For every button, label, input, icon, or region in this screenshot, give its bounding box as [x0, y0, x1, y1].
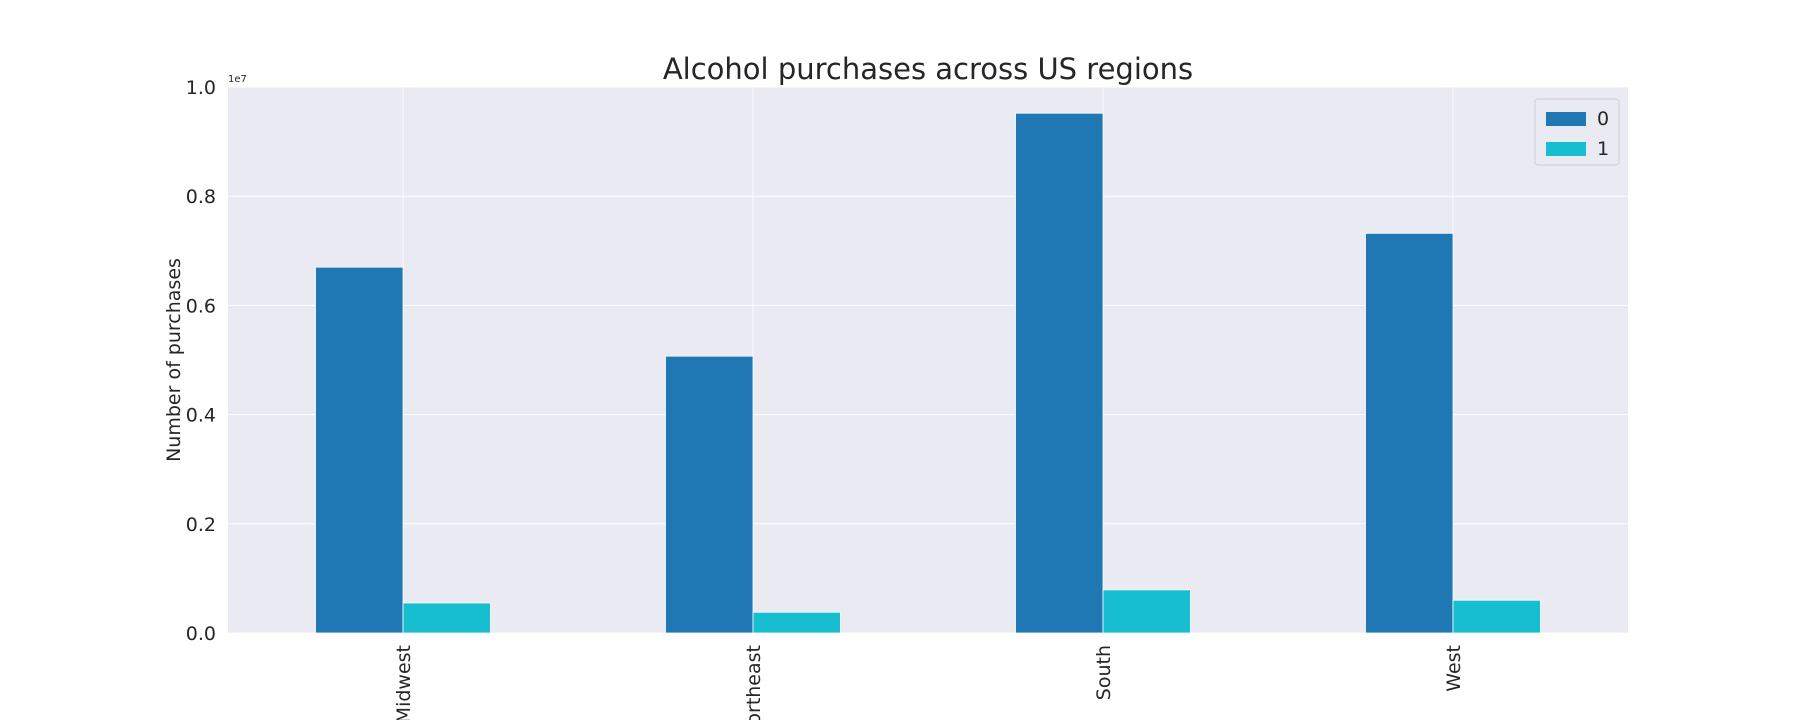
- bar-series-1-west: [1452, 599, 1541, 634]
- legend: 01: [1534, 98, 1620, 166]
- x-axis-ticks: Midwest Northeast South West: [393, 645, 1465, 720]
- y-tick-label: 0.8: [186, 186, 216, 208]
- bar-series-0-west: [1365, 232, 1454, 634]
- legend-label-series-1: 1: [1597, 138, 1609, 160]
- bar-series-1-midwest: [402, 602, 491, 634]
- x-tick-label-midwest: Midwest: [393, 645, 415, 720]
- chart-title: Alcohol purchases across US regions: [663, 52, 1193, 86]
- y-tick-label: 0.2: [186, 514, 216, 536]
- x-tick-label-west: West: [1443, 645, 1465, 692]
- x-tick-label-northeast: Northeast: [743, 645, 765, 720]
- y-axis-offset-label: 1e7: [228, 74, 247, 85]
- legend-swatch-series-0: [1546, 112, 1586, 126]
- bar-series-1-south: [1102, 589, 1191, 634]
- bar-series-0-northeast: [665, 355, 754, 634]
- bar-series-1-northeast: [752, 611, 841, 634]
- y-tick-label: 0.4: [186, 405, 216, 427]
- y-tick-label: 0.0: [186, 623, 216, 645]
- bar-series-0-midwest: [315, 266, 404, 634]
- bar-series-0-south: [1015, 112, 1104, 634]
- y-tick-label: 0.6: [186, 295, 216, 317]
- y-tick-label: 1.0: [186, 77, 216, 99]
- bars: [315, 112, 1541, 634]
- x-tick-label-south: South: [1093, 645, 1115, 700]
- legend-label-series-0: 0: [1597, 108, 1609, 130]
- y-axis-label: Number of purchases: [163, 258, 185, 462]
- y-axis-ticks: 0.0 0.2 0.4 0.6 0.8 1.0: [186, 77, 216, 645]
- legend-swatch-series-1: [1546, 142, 1586, 156]
